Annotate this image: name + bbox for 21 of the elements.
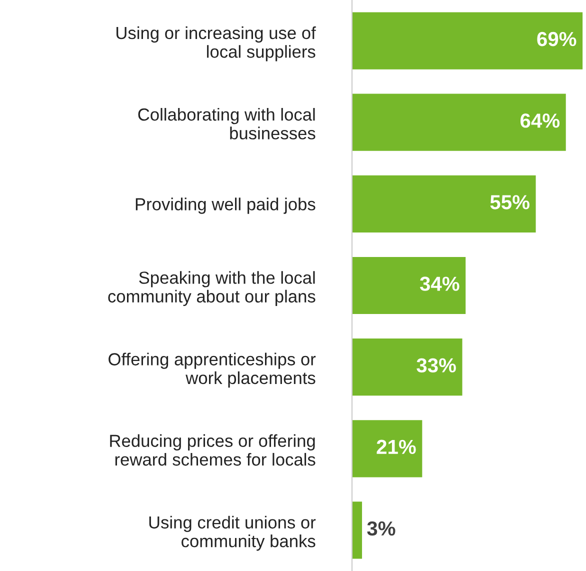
y-tick-label: Collaborating with local businesses xyxy=(138,108,316,140)
bar xyxy=(352,256,466,314)
y-tick-label: Reducing prices or offering reward schemes for locals xyxy=(110,434,316,466)
data-label: 3% xyxy=(367,521,396,536)
data-label: 34% xyxy=(420,276,460,291)
bar xyxy=(352,420,422,478)
bar xyxy=(352,94,566,151)
data-label: 69% xyxy=(537,32,576,46)
data-label: 55% xyxy=(490,195,530,210)
bar xyxy=(352,338,462,396)
y-tick-label: Offering apprenticeships or work placements xyxy=(108,352,316,388)
y-tick-label: Using or increasing use of local suppliers xyxy=(116,26,316,62)
bar xyxy=(352,175,536,232)
y-tick-label: Providing well paid jobs xyxy=(136,198,316,214)
data-label: 64% xyxy=(520,114,560,128)
y-tick-label: Using credit unions or community banks xyxy=(149,516,316,551)
bar xyxy=(352,12,583,70)
data-label: 21% xyxy=(376,440,416,454)
bar xyxy=(352,502,362,559)
data-label: 33% xyxy=(416,358,456,373)
y-tick-label: Speaking with the local community about our plans xyxy=(108,271,316,306)
